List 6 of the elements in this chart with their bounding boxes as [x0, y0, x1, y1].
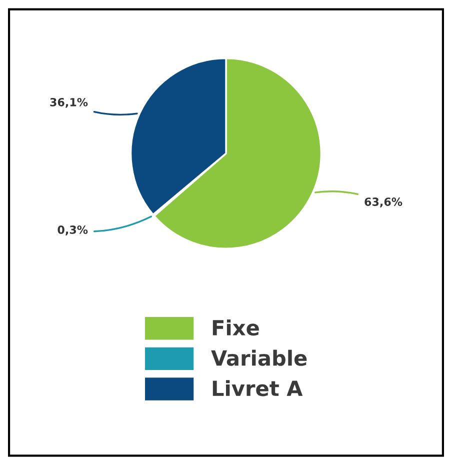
legend-label: Livret A	[212, 380, 303, 396]
legend-label: Fixe	[212, 319, 259, 336]
legend-label: Variable	[211, 350, 307, 366]
data-label: 36,1%	[50, 98, 88, 108]
data-label: 63,6%	[364, 198, 402, 208]
data-label: 0,3%	[58, 226, 88, 236]
